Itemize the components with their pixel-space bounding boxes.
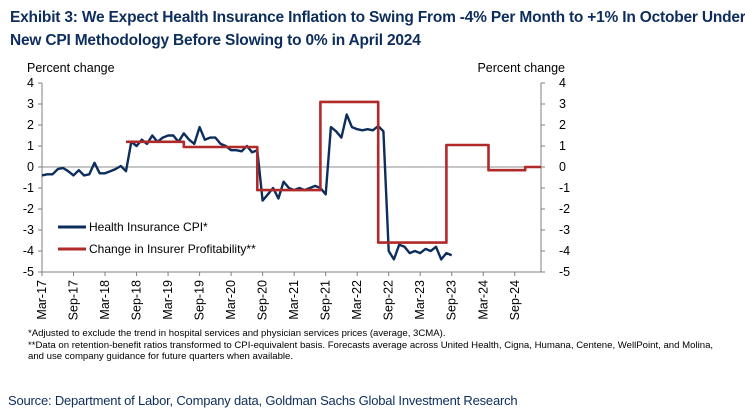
chart-title-line-2: New CPI Methodology Before Slowing to 0%… xyxy=(10,32,421,49)
x-tick-label: Sep-18 xyxy=(130,280,144,320)
right-y-tick-label: 1 xyxy=(559,139,566,153)
left-y-tick-label: 4 xyxy=(27,76,34,90)
source-note: Source: Department of Labor, Company dat… xyxy=(8,393,518,408)
right-y-tick-label: -2 xyxy=(559,202,570,216)
footnote-2: **Data on retention-benefit ratios trans… xyxy=(28,339,714,363)
x-tick-label: Mar-20 xyxy=(224,280,238,320)
footnote-1: *Adjusted to exclude the trend in hospit… xyxy=(28,328,446,339)
right-y-tick-label: -5 xyxy=(559,265,570,279)
right-y-tick-label: 4 xyxy=(559,76,566,90)
x-tick-label: Sep-20 xyxy=(256,280,270,320)
chart-title: Exhibit 3: We Expect Health Insurance In… xyxy=(10,6,745,52)
x-tick-label: Mar-17 xyxy=(35,280,49,320)
legend-label: Change in Insurer Profitability** xyxy=(89,242,256,256)
left-y-tick-label: 0 xyxy=(27,160,34,174)
series-line-health-insurance-cpi xyxy=(41,113,453,261)
chart-title-line-1: Exhibit 3: We Expect Health Insurance In… xyxy=(10,9,745,26)
x-tick-label: Sep-22 xyxy=(382,280,396,320)
x-tick-label: Mar-19 xyxy=(161,280,175,320)
left-y-tick-label: 1 xyxy=(27,139,34,153)
left-y-tick-label: 2 xyxy=(27,118,34,132)
footnotes: *Adjusted to exclude the trend in hospit… xyxy=(28,328,728,363)
left-y-tick-label: -2 xyxy=(23,202,34,216)
x-tick-label: Sep-21 xyxy=(319,280,333,320)
line-chart: Percent change Percent change 4 4 3 3 2 2 1 1 0 0… xyxy=(23,61,570,320)
right-y-tick-label: 2 xyxy=(559,118,566,132)
x-tick-label: Mar-24 xyxy=(476,280,490,320)
x-tick-label: Mar-22 xyxy=(350,280,364,320)
left-y-tick-label: -1 xyxy=(23,181,34,195)
right-y-tick-label: -1 xyxy=(559,181,570,195)
right-y-tick-label: 0 xyxy=(559,160,566,174)
x-tick-label: Sep-23 xyxy=(445,280,459,320)
legend-label: Health Insurance CPI* xyxy=(89,220,208,234)
left-y-tick-label: -5 xyxy=(23,265,34,279)
left-y-tick-label: 3 xyxy=(27,97,34,111)
x-tick-label: Sep-24 xyxy=(508,280,522,320)
x-tick-label: Mar-21 xyxy=(287,280,301,320)
x-tick-label: Sep-17 xyxy=(67,280,81,320)
legend: Health Insurance CPI* Change in Insurer P… xyxy=(58,220,256,256)
left-y-tick-label: -3 xyxy=(23,223,34,237)
left-y-tick-label: -4 xyxy=(23,244,34,258)
x-tick-label: Sep-19 xyxy=(193,280,207,320)
right-y-tick-label: -3 xyxy=(559,223,570,237)
right-axis-unit: Percent change xyxy=(477,61,565,75)
right-y-tick-label: -4 xyxy=(559,244,570,258)
x-tick-label: Mar-18 xyxy=(98,280,112,320)
left-axis-unit: Percent change xyxy=(27,61,115,75)
x-tick-label: Mar-23 xyxy=(413,280,427,320)
series-line-insurer-profitability xyxy=(126,100,541,244)
right-y-tick-label: 3 xyxy=(559,97,566,111)
